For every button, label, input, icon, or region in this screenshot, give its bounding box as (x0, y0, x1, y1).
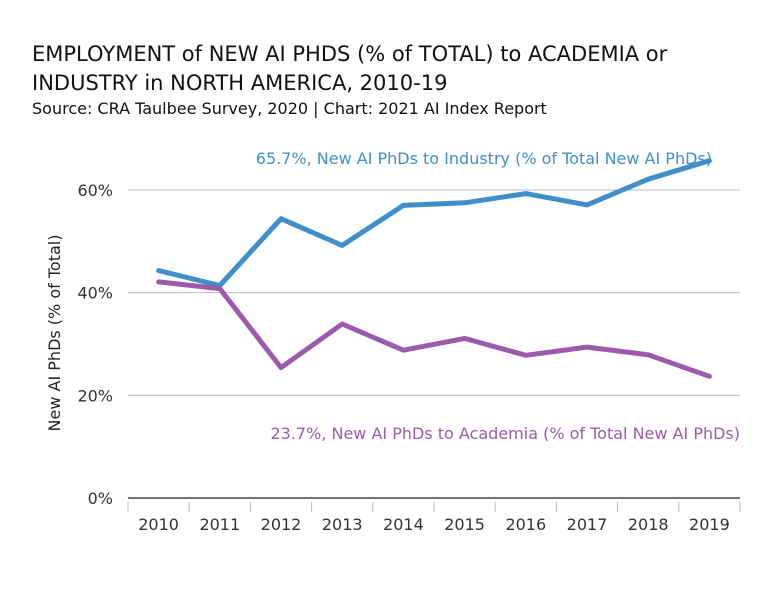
academia-point-2015 (462, 336, 467, 341)
x-tick-label-2018: 2018 (628, 515, 669, 534)
academia-point-2019 (707, 374, 712, 379)
y-tick-label-60: 60% (77, 181, 113, 200)
industry-point-2010 (156, 268, 161, 273)
industry-point-2012 (279, 216, 283, 221)
y-axis-label: New AI PhDs (% of Total) (45, 235, 64, 432)
x-tick-label-2015: 2015 (444, 515, 485, 534)
academia-point-2011 (217, 286, 222, 291)
y-tick-label-0: 0% (88, 489, 113, 508)
industry-point-2017 (585, 202, 589, 207)
industry-series-line (156, 158, 712, 288)
industry-point-2018 (646, 177, 651, 182)
x-tick-label-2016: 2016 (505, 515, 546, 534)
industry-point-2016 (523, 191, 528, 196)
x-tick-label-2010: 2010 (138, 515, 179, 534)
industry-point-2019 (707, 158, 712, 163)
chart-title: EMPLOYMENT of NEW AI PHDS (% of TOTAL) t… (32, 42, 668, 95)
x-tick-label-2017: 2017 (567, 515, 608, 534)
x-tick-label-2011: 2011 (199, 515, 240, 534)
academia-series-label: 23.7%, New AI PhDs to Academia (% of Tot… (270, 424, 740, 443)
academia-point-2017 (585, 345, 589, 350)
academia-point-2014 (401, 348, 406, 353)
academia-point-2013 (340, 321, 345, 326)
x-tick-label-2014: 2014 (383, 515, 424, 534)
industry-point-2015 (462, 200, 467, 205)
academia-point-2010 (156, 279, 161, 284)
chart-subtitle: Source: CRA Taulbee Survey, 2020 | Chart… (32, 99, 547, 118)
academia-series-line (156, 279, 712, 379)
y-tick-label-40: 40% (77, 284, 113, 303)
academia-point-2016 (523, 353, 528, 358)
y-tick-label-20: 20% (77, 386, 113, 405)
academia-point-2012 (279, 365, 283, 370)
industry-point-2014 (401, 203, 406, 208)
x-tick-label-2012: 2012 (261, 515, 302, 534)
x-tick-label-2019: 2019 (689, 515, 730, 534)
academia-point-2018 (646, 352, 651, 357)
x-tick-label-2013: 2013 (322, 515, 363, 534)
industry-point-2013 (340, 243, 345, 248)
industry-series-label: 65.7%, New AI PhDs to Industry (% of Tot… (256, 149, 712, 168)
